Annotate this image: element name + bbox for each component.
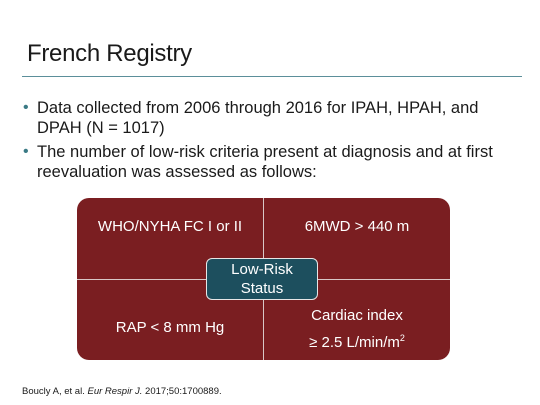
bullet-text: Data collected from 2006 through 2016 fo… xyxy=(37,99,479,137)
bullet-dot-icon: • xyxy=(23,99,29,116)
center-label-line2: Status xyxy=(240,280,284,297)
slide-title: French Registry xyxy=(27,40,192,67)
bullet-item: • The number of low-risk criteria presen… xyxy=(22,142,522,182)
citation-details: 2017;50:1700889. xyxy=(142,386,222,397)
criterion-functional-class: WHO/NYHA FC I or II xyxy=(97,218,243,235)
criterion-rap: RAP < 8 mm Hg xyxy=(115,319,225,336)
bullet-item: • Data collected from 2006 through 2016 … xyxy=(22,98,522,138)
bullet-text: The number of low-risk criteria present … xyxy=(37,143,493,181)
criterion-6mwd: 6MWD > 440 m xyxy=(304,218,410,235)
criterion-cardiac-index: Cardiac index ≥ 2.5 L/min/m2 xyxy=(264,305,450,354)
title-divider xyxy=(22,76,522,77)
citation-journal: Eur Respir J. xyxy=(87,386,143,397)
low-risk-status-box: Low-Risk Status xyxy=(206,258,318,300)
cardiac-index-label: Cardiac index xyxy=(311,307,403,324)
bullet-dot-icon: • xyxy=(23,143,29,160)
citation: Boucly A, et al. Eur Respir J. 2017;50:1… xyxy=(22,386,222,397)
bullet-list: • Data collected from 2006 through 2016 … xyxy=(22,98,522,186)
center-label-line1: Low-Risk xyxy=(231,261,293,278)
cardiac-index-exponent: 2 xyxy=(399,333,405,343)
citation-authors: Boucly A, et al. xyxy=(22,386,88,397)
cardiac-index-value: ≥ 2.5 L/min/m2 xyxy=(264,327,450,354)
low-risk-criteria-grid: WHO/NYHA FC I or II 6MWD > 440 m RAP < 8… xyxy=(77,198,450,360)
cardiac-index-threshold: ≥ 2.5 L/min/m xyxy=(309,334,400,351)
